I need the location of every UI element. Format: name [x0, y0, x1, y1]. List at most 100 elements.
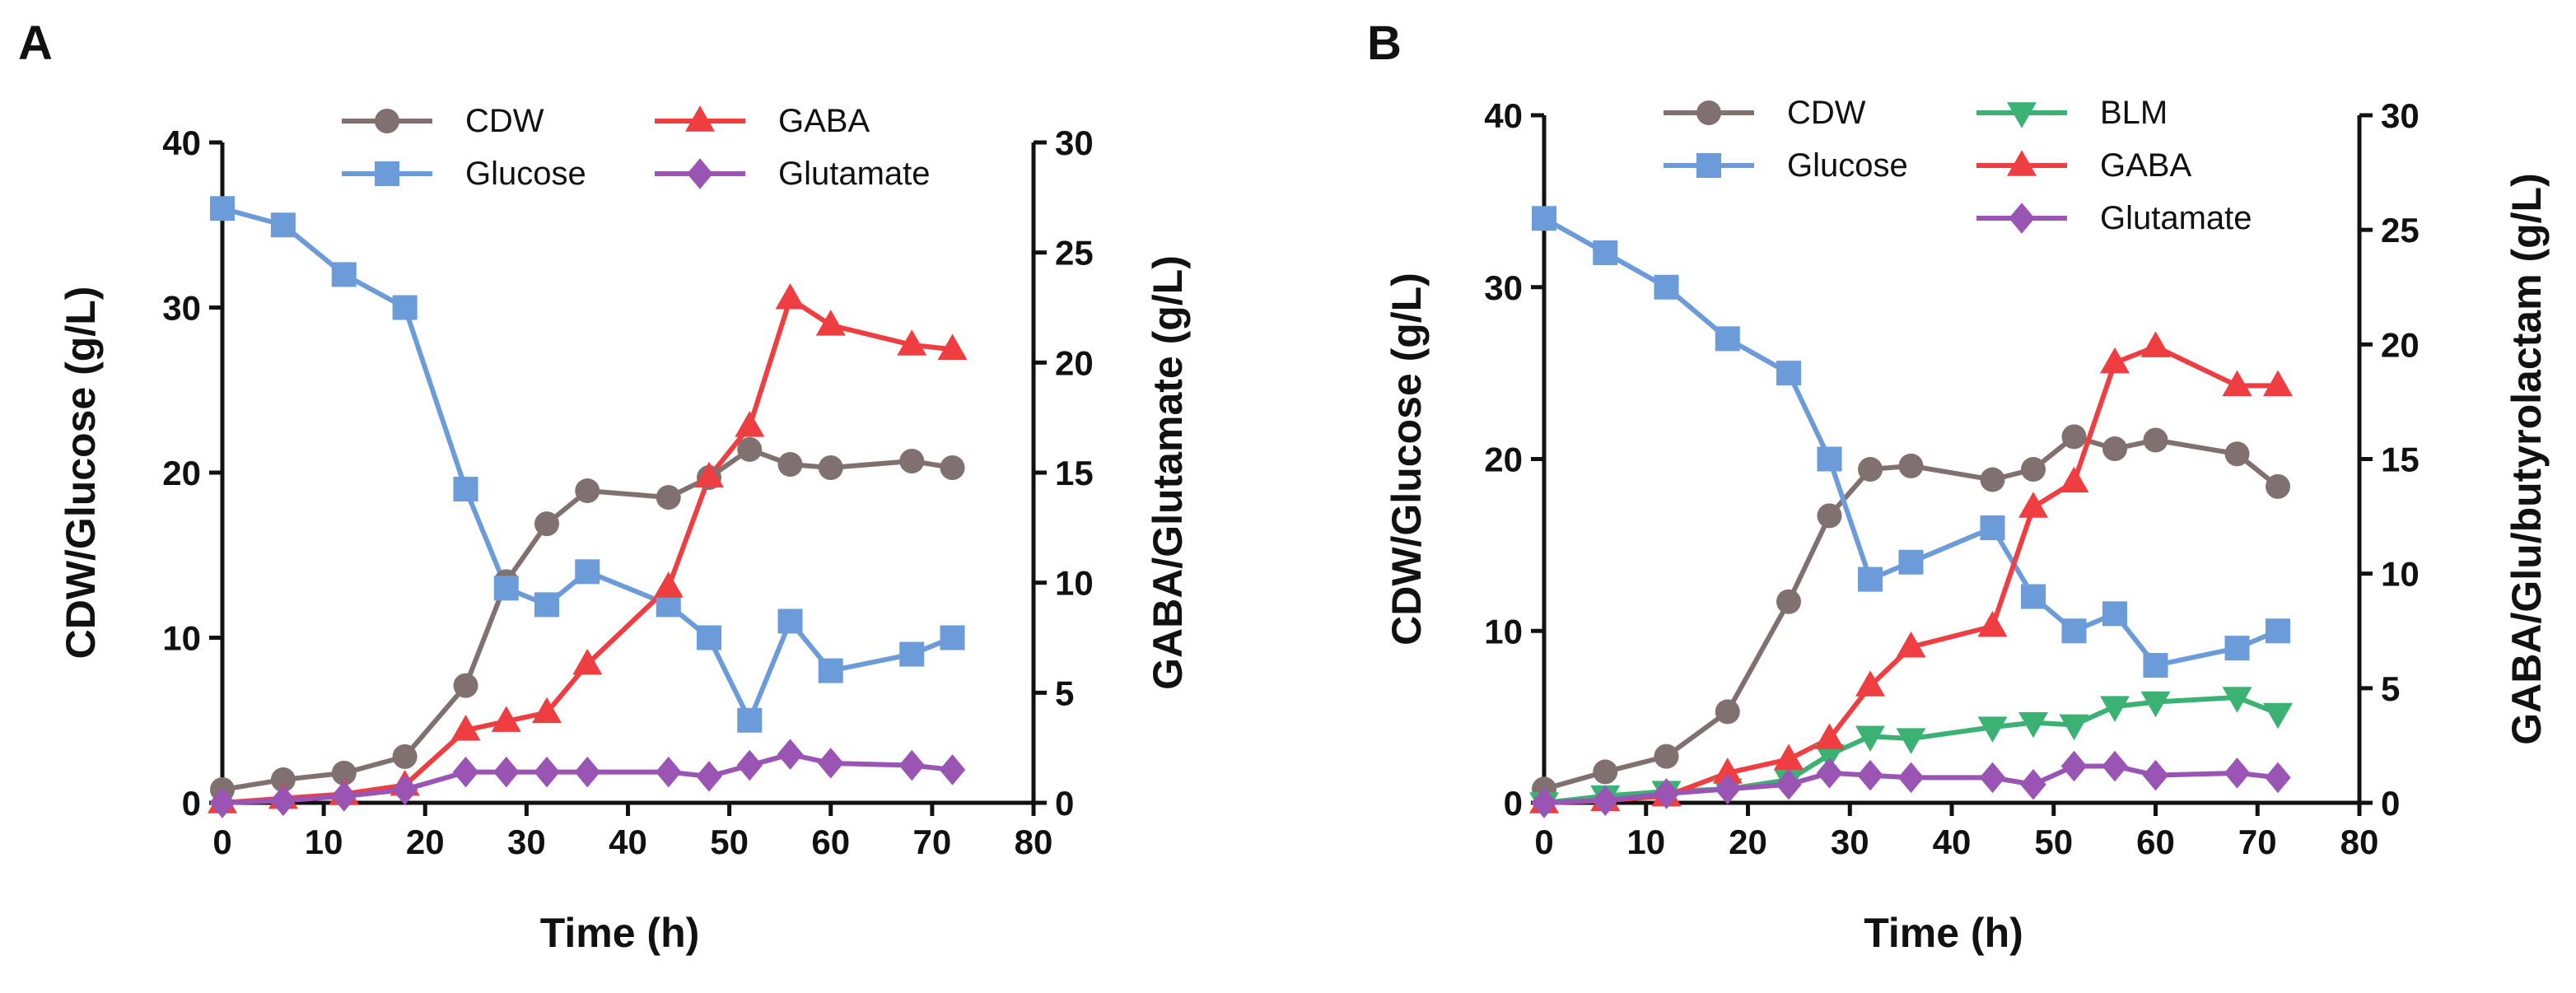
cdw-point [899, 448, 925, 473]
y-right-tick-label: 20 [2381, 325, 2420, 364]
glutamate-point [1776, 768, 1802, 800]
cdw-point [1858, 457, 1883, 483]
glucose-point [818, 658, 843, 683]
panel-b: B0 10 20 30 40 50 60 70 80010203040051015202530T… [1367, 16, 2550, 956]
y-axis-left-title: CDW/Glucose (g/L) [58, 287, 104, 660]
glucose-point [210, 196, 235, 221]
cdw-point [818, 455, 843, 480]
gaba-point [1712, 758, 1743, 784]
y-left-tick-label: 40 [162, 124, 201, 162]
cdw-point [737, 436, 763, 462]
x-tick-label: 0 [1534, 823, 1553, 861]
glucose-point [453, 477, 478, 502]
x-tick-label: 20 [406, 823, 445, 861]
cdw-point [2061, 424, 2087, 450]
glutamate-point [391, 774, 418, 805]
cdw-point [2266, 473, 2290, 499]
x-tick-label: 30 [507, 823, 546, 861]
legend-gaba-label: GABA [778, 103, 870, 139]
panel-label: B [1367, 16, 1402, 70]
cdw-point [392, 744, 418, 769]
x-axis-title: Time (h) [540, 910, 700, 956]
glutamate-point [1857, 759, 1883, 791]
x-tick-label: 30 [1831, 823, 1869, 861]
gaba-point [897, 329, 927, 356]
x-tick-label: 80 [2340, 823, 2379, 861]
glutamate-point [1653, 778, 1680, 809]
gaba-point [1855, 670, 1885, 697]
x-tick-label: 50 [2034, 823, 2073, 861]
cdw-point [1654, 744, 1679, 769]
legend-glutamate-marker [687, 158, 713, 189]
gaba-point [937, 333, 968, 361]
glucose-point [2266, 618, 2290, 644]
y-left-tick-label: 40 [1484, 96, 1523, 135]
legend-gaba-label: GABA [2100, 147, 2191, 184]
cdw-point [1776, 589, 1801, 614]
legend-glutamate-label: Glutamate [2100, 200, 2252, 236]
glutamate-point [736, 749, 763, 781]
gaba-point [491, 706, 521, 732]
x-tick-label: 60 [2136, 823, 2175, 861]
blm-point [1855, 725, 1885, 753]
glucose-point [1532, 206, 1556, 231]
glutamate-point [1531, 787, 1557, 818]
y-right-tick-label: 30 [1055, 124, 1094, 162]
glucose-point [2061, 618, 2087, 644]
glutamate-point [331, 781, 357, 812]
gaba-point [572, 648, 603, 675]
glucose-point [1980, 515, 2005, 540]
glutamate-point [1979, 762, 2006, 794]
y-right-tick-label: 15 [2381, 441, 2420, 479]
y-axis-right-title: GABA/Glu/butyrolactam (g/L) [2504, 173, 2550, 744]
x-tick-label: 60 [811, 823, 850, 861]
glucose-point [1898, 549, 1924, 575]
gaba-point [735, 411, 765, 437]
y-left-tick-label: 0 [1504, 784, 1523, 823]
cdw-point [2143, 427, 2168, 453]
glucose-point [2224, 636, 2250, 661]
x-tick-label: 70 [2238, 823, 2277, 861]
blm-point [1814, 744, 1845, 771]
blm-point [1977, 716, 2008, 743]
x-tick-label: 40 [1933, 823, 1972, 861]
panel-a: A0 10 20 30 40 50 60 70 80010203040051015202530T… [18, 16, 1191, 956]
glucose-point [737, 707, 763, 733]
glutamate-point [1897, 762, 1925, 794]
y-right-tick-label: 0 [1055, 784, 1074, 823]
legend-gaba-marker [2007, 150, 2037, 176]
glutamate-point [574, 756, 600, 788]
y-left-tick-label: 30 [162, 289, 201, 328]
glucose-point [940, 625, 965, 650]
blm-point [1896, 728, 1926, 754]
x-tick-label: 10 [305, 823, 343, 861]
glucose-point [270, 212, 296, 238]
glutamate-point [493, 756, 520, 788]
gaba-point [1774, 744, 1804, 770]
glutamate-point [2142, 759, 2169, 791]
y-left-tick-label: 10 [1484, 612, 1523, 650]
glutamate-point [1715, 773, 1741, 805]
cdw-point [656, 485, 681, 510]
y-left-tick-label: 20 [1484, 441, 1523, 479]
glutamate-point [696, 761, 722, 792]
blm-point [2059, 714, 2089, 741]
y-left-tick-label: 10 [162, 619, 201, 658]
cdw-point [940, 455, 965, 480]
glucose-point [777, 608, 803, 634]
glutamate-point [777, 739, 804, 770]
blm-point [2140, 691, 2171, 718]
x-tick-label: 50 [710, 823, 749, 861]
glutamate-point [818, 748, 844, 779]
y-right-tick-label: 10 [2381, 555, 2420, 594]
glucose-point [899, 641, 925, 667]
cdw-point [1980, 467, 2005, 492]
x-tick-label: 70 [913, 823, 952, 861]
y-right-tick-label: 30 [2381, 96, 2420, 135]
cdw-point [534, 511, 559, 537]
cdw-point [2102, 436, 2127, 461]
y-axis-left-title: CDW/Glucose (g/L) [1384, 273, 1430, 646]
glutamate-point [209, 787, 236, 818]
blm-point [2018, 711, 2048, 739]
legend-cdw-label: CDW [465, 103, 544, 139]
